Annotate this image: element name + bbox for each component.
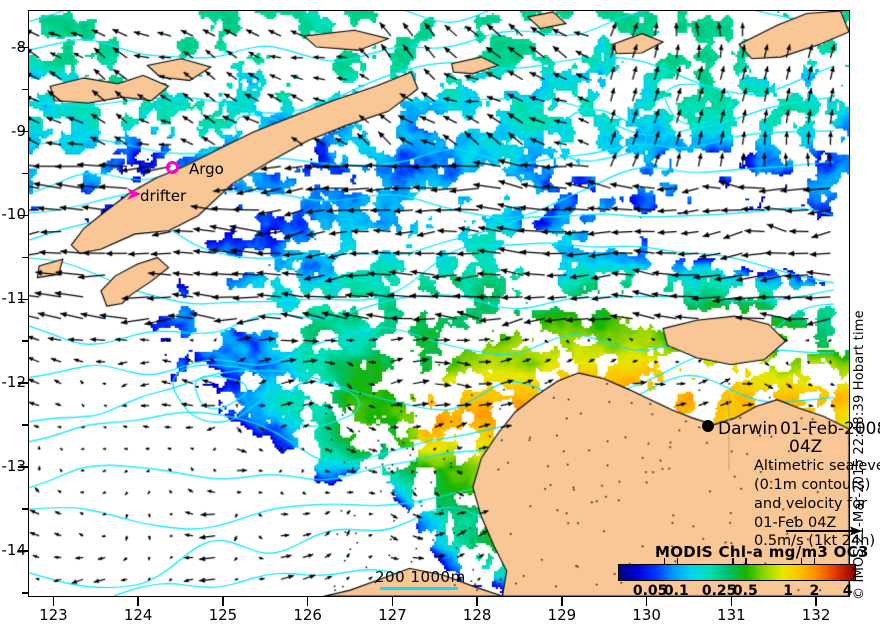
y-tick-minor — [22, 172, 28, 175]
chlorophyll-map-canvas — [29, 11, 849, 596]
colorbar-tick — [800, 558, 803, 565]
colorbar-tick-label: 4 — [842, 583, 853, 599]
x-tick-label: 123 — [39, 606, 68, 624]
colorbar-gradient — [619, 565, 855, 580]
drifter-label: drifter — [140, 187, 187, 205]
darwin-city-label: Darwin — [718, 419, 778, 439]
x-tick — [222, 597, 224, 606]
x-tick-label: 128 — [462, 606, 492, 624]
date-label: 01-Feb-2008 — [780, 419, 880, 439]
colorbar-tick-label: 0.05 — [632, 583, 668, 599]
y-tick — [18, 382, 28, 384]
y-tick-minor — [22, 256, 28, 259]
y-tick — [18, 214, 28, 217]
y-tick — [18, 130, 28, 133]
colorbar-tick-label: 0.25 — [701, 583, 737, 599]
y-tick-minor — [22, 340, 28, 342]
y-tick-label: -13 — [1, 457, 27, 476]
x-tick — [52, 597, 55, 606]
info-line-4: 0.5m/s (1kt 24h) — [754, 533, 876, 550]
colorbar-tick — [813, 558, 816, 565]
drifter-marker-icon — [126, 186, 144, 200]
x-tick — [306, 597, 309, 606]
colorbar-title: MODIS Chl-a mg/m3 OC3 — [655, 543, 869, 561]
velocity-scale-arrow-icon — [786, 526, 862, 536]
y-tick-minor — [22, 424, 28, 426]
bathymetry-contour-line-swatch — [380, 587, 458, 590]
y-tick-minor — [22, 508, 28, 510]
y-tick — [18, 298, 28, 301]
info-line-3: 01-Feb 04Z — [754, 514, 837, 531]
colorbar-tick — [745, 558, 747, 565]
altimetry-info-block: Altimetric sealevel (0.1m contours) and … — [754, 457, 880, 551]
info-line-1: (0.1m contours) — [754, 476, 871, 493]
argo-float-marker-icon — [166, 161, 179, 174]
x-tick — [561, 597, 563, 606]
copyright-credit: © IMOS 21-Mar-2015 22:48:39 Hobart time — [852, 310, 867, 600]
x-tick-label: 124 — [123, 606, 153, 624]
x-tick-label: 132 — [801, 606, 831, 624]
map-plot-area[interactable] — [28, 10, 850, 597]
colorbar-tick-label: 0.1 — [663, 583, 689, 599]
colorbar[interactable] — [618, 558, 856, 581]
y-tick-minor — [22, 592, 28, 594]
y-tick — [18, 550, 28, 552]
colorbar-tick-label: 2 — [809, 583, 820, 599]
colorbar-tick — [676, 558, 679, 565]
y-tick — [18, 466, 28, 468]
info-line-0: Altimetric sealevel — [754, 458, 880, 474]
x-tick-label: 129 — [547, 606, 577, 624]
x-tick — [391, 597, 394, 606]
colorbar-tick-label: 1 — [783, 583, 794, 599]
info-line-2: and velocity for — [754, 495, 868, 512]
darwin-city-marker-icon — [702, 420, 714, 432]
x-tick — [476, 597, 478, 606]
x-tick-label: 125 — [208, 606, 238, 624]
colorbar-tick-labels: 0.05 0.1 0.25 0.5 1 2 4 — [618, 583, 856, 599]
y-tick-minor — [22, 88, 28, 91]
y-tick — [18, 46, 28, 49]
x-tick — [645, 597, 648, 606]
bathymetry-contour-label: 200 1000m — [375, 568, 466, 586]
x-tick — [815, 597, 817, 606]
x-tick-label: 127 — [378, 606, 407, 624]
y-tick-label: -8 — [11, 37, 26, 56]
y-tick-label: -12 — [1, 373, 27, 392]
x-tick — [137, 597, 139, 606]
colorbar-tick — [663, 558, 666, 565]
x-tick-label: 130 — [632, 606, 661, 624]
colorbar-tick-label: 0.5 — [732, 583, 758, 599]
argo-label: Argo — [189, 160, 224, 178]
x-tick — [730, 597, 733, 606]
time-label: 04Z — [789, 437, 823, 457]
y-tick-label: -9 — [11, 121, 26, 140]
x-tick-label: 126 — [293, 606, 322, 624]
colorbar-tick — [732, 558, 734, 565]
y-tick-label: -11 — [1, 289, 27, 308]
y-tick-label: -10 — [1, 205, 27, 224]
y-tick-label: -14 — [1, 540, 27, 559]
x-tick-label: 131 — [717, 606, 746, 624]
